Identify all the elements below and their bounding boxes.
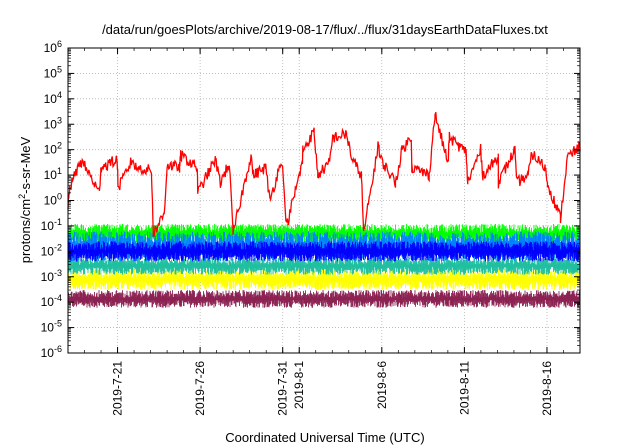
y-axis-label-base: protons/cm bbox=[18, 199, 33, 263]
x-tick-label: 2019-7-31 bbox=[276, 361, 290, 416]
y-tick-label-base: 10 bbox=[44, 41, 58, 55]
y-tick-label-exponent: -6 bbox=[54, 344, 62, 354]
x-tick-label: 2019-8-11 bbox=[457, 361, 471, 415]
y-tick-label-exponent: 3 bbox=[57, 115, 62, 125]
y-tick-label: 101 bbox=[44, 166, 62, 182]
y-tick-label-base: 10 bbox=[44, 66, 58, 80]
plot-area: 10-610-510-410-310-210-11001011021031041… bbox=[41, 39, 581, 416]
y-tick-label-base: 10 bbox=[44, 194, 58, 208]
y-tick-label-exponent: 4 bbox=[57, 90, 62, 100]
y-tick-label-base: 10 bbox=[41, 346, 55, 360]
series-red-line bbox=[67, 112, 581, 238]
x-tick-label: 2019-8-1 bbox=[292, 361, 306, 409]
y-tick-label: 10-1 bbox=[41, 217, 62, 233]
y-tick-label: 10-5 bbox=[41, 319, 62, 335]
y-tick-label: 105 bbox=[44, 64, 62, 80]
y-tick-label-base: 10 bbox=[41, 321, 55, 335]
y-tick-label-exponent: -5 bbox=[54, 319, 62, 329]
x-tick-label: 2019-7-21 bbox=[111, 361, 125, 416]
y-tick-label-base: 10 bbox=[41, 295, 55, 309]
y-tick-label: 104 bbox=[44, 90, 62, 106]
x-tick-label: 2019-8-16 bbox=[540, 361, 554, 416]
y-tick-label-base: 10 bbox=[41, 244, 55, 258]
y-tick-label-exponent: 6 bbox=[57, 39, 62, 49]
y-axis-label-rest: -s-sr-MeV bbox=[18, 136, 33, 193]
y-tick-label-base: 10 bbox=[41, 270, 55, 284]
y-tick-label-base: 10 bbox=[44, 117, 58, 131]
y-tick-label: 103 bbox=[44, 115, 62, 131]
y-tick-label-base: 10 bbox=[44, 143, 58, 157]
x-tick-label: 2019-8-6 bbox=[375, 361, 389, 409]
y-tick-label-exponent: -3 bbox=[54, 268, 62, 278]
x-tick-label: 2019-7-26 bbox=[193, 361, 207, 416]
y-tick-label: 10-4 bbox=[41, 293, 62, 309]
y-tick-label-exponent: 2 bbox=[57, 141, 62, 151]
y-tick-label-base: 10 bbox=[44, 92, 58, 106]
chart-title: /data/run/goesPlots/archive/2019-08-17/f… bbox=[102, 22, 548, 37]
y-tick-label-exponent: 1 bbox=[57, 166, 62, 176]
y-tick-label: 102 bbox=[44, 141, 62, 157]
y-tick-label: 10-6 bbox=[41, 344, 62, 360]
y-tick-label-exponent: 0 bbox=[57, 192, 62, 202]
y-tick-label: 106 bbox=[44, 39, 62, 55]
y-tick-label-base: 10 bbox=[44, 168, 58, 182]
y-tick-label-exponent: -1 bbox=[54, 217, 62, 227]
y-tick-label-exponent: 5 bbox=[57, 64, 62, 74]
series-band-0 bbox=[68, 290, 580, 308]
y-tick-label: 10-2 bbox=[41, 242, 62, 258]
y-axis-label-sup: 2 bbox=[17, 194, 27, 199]
y-tick-label: 100 bbox=[44, 192, 62, 208]
x-axis-label: Coordinated Universal Time (UTC) bbox=[225, 430, 424, 445]
y-tick-label: 10-3 bbox=[41, 268, 62, 284]
y-tick-label-exponent: -4 bbox=[54, 293, 62, 303]
y-axis-label: protons/cm2-s-sr-MeV bbox=[17, 136, 33, 263]
y-tick-label-exponent: -2 bbox=[54, 242, 62, 252]
y-tick-label-base: 10 bbox=[41, 219, 55, 233]
